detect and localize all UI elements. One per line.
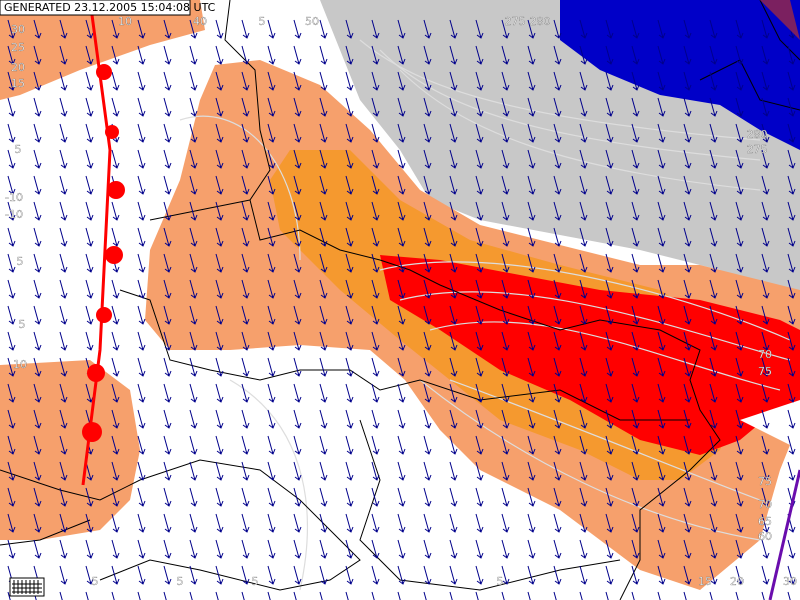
white-area [740,400,800,450]
border [149,199,251,221]
contour-label: 25 [11,41,25,54]
orange-area [0,0,205,100]
contour-label: 40 [193,15,207,28]
contour-label: 75 [758,365,772,378]
contour-label: 30 [11,23,25,36]
border [119,289,690,421]
contour-label: 75 [758,475,772,488]
front-symbol [105,125,119,139]
border [0,469,141,501]
front-symbol [760,0,800,40]
contour-label: 275 [505,15,526,28]
contour-label: 5 [259,15,266,28]
front-symbol [105,246,123,264]
contour-label: 30 [783,575,797,588]
front-symbol [96,64,112,80]
isoline [449,379,761,501]
generated-time: GENERATED 23.12.2005 15:04:08 UTC [4,1,216,14]
front [81,0,125,486]
contour-label: 20 [11,61,25,74]
isoline [229,379,308,591]
contour-label: 15 [698,575,712,588]
isoline [379,49,761,161]
contour-label: 65 [758,515,772,528]
contour-label: 70 [758,498,772,511]
orange-area [0,360,140,540]
contour-label: 5 [252,575,259,588]
border [699,59,800,111]
front-symbol [107,181,125,199]
border [0,519,91,546]
contour-label: -10 [5,191,23,204]
front-line [768,469,800,600]
isoline [429,321,781,391]
contour-label: 70 [758,348,772,361]
front-symbol [96,307,112,323]
contour-label: 5 [15,143,22,156]
contour-label: -10 [5,208,23,221]
border [224,0,721,600]
contour-label: 280 [747,128,768,141]
isoline [179,115,301,261]
contour-label: 60 [758,530,772,543]
contour-label: 10 [118,15,132,28]
contour-label: 10 [13,358,27,371]
front-symbols [82,64,125,442]
legend-grid [12,580,42,594]
contour-label: 275 [747,143,768,156]
contour-label: 20 [730,575,744,588]
border [99,459,361,591]
contour-label: 5 [17,255,24,268]
contour-labels: 30 25 20 15 10 40 5 50 275 280 5 -10 -10 5 5 10 280 275 70… [5,15,797,588]
isolines [179,39,791,591]
legend-box [9,577,45,597]
contour-label: 280 [530,15,551,28]
contour-label: 5 [19,318,26,331]
front-symbol [82,422,102,442]
front-symbol [87,364,105,382]
contour-label: 5 [177,575,184,588]
border [359,419,621,591]
contour-label: 5 [497,575,504,588]
header-box [0,0,191,16]
isoline [359,39,761,141]
isoline [379,261,791,341]
wind-arrows [7,19,796,600]
contour-label: 50 [305,15,319,28]
contour-label: 15 [11,77,25,90]
border [759,0,800,61]
contour-label: 5 [92,575,99,588]
legend-icon [9,577,45,597]
